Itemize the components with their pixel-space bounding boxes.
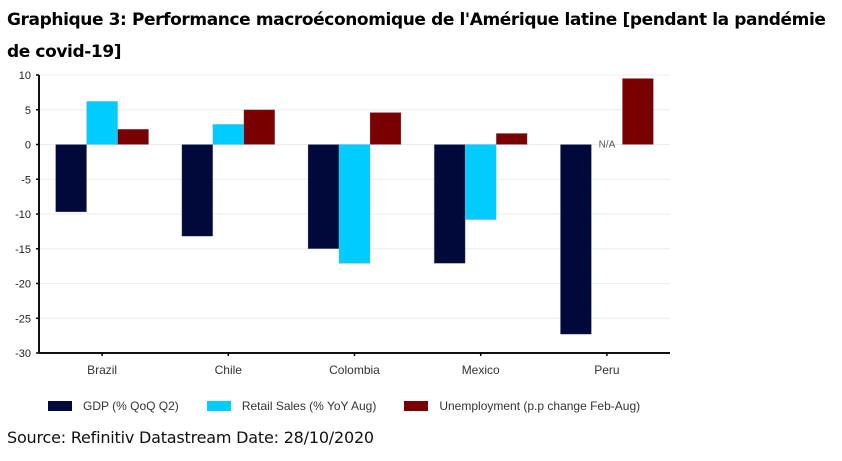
y-tick-label: -15 xyxy=(15,244,31,256)
legend-label-retail-sales: Retail Sales (% YoY Aug) xyxy=(241,399,377,413)
x-category-label: Peru xyxy=(594,363,619,377)
bar-unemployment-colombia xyxy=(369,112,402,145)
source-note: Source: Refinitiv Datastream Date: 28/10… xyxy=(7,428,374,447)
y-tick-label: 5 xyxy=(25,105,31,117)
y-tick-label: -25 xyxy=(15,313,31,325)
x-category-label: Colombia xyxy=(329,363,380,377)
legend-label-unemployment: Unemployment (p.p change Feb-Aug) xyxy=(439,399,641,413)
chart-title: Graphique 3: Performance macroéconomique… xyxy=(7,10,826,62)
bar-unemployment-mexico xyxy=(495,133,528,145)
y-tick-label: 0 xyxy=(25,140,31,152)
y-tick-label: -10 xyxy=(15,209,31,221)
bar-retail-mexico xyxy=(464,144,497,220)
bar-gdp-chile xyxy=(181,144,214,237)
na-annotation: N/A xyxy=(599,140,616,151)
bar-gdp-mexico xyxy=(433,144,466,264)
bar-gdp-peru xyxy=(560,144,592,335)
bar-unemployment-peru xyxy=(622,78,654,145)
chart-legend: GDP (% QoQ Q2) Retail Sales (% YoY Aug) … xyxy=(48,399,668,413)
bar-gdp-colombia xyxy=(307,144,340,250)
legend-item-unemployment: Unemployment (p.p change Feb-Aug) xyxy=(404,399,640,413)
y-tick-label: -20 xyxy=(15,279,31,291)
legend-item-retail-sales: Retail Sales (% YoY Aug) xyxy=(206,399,377,413)
legend-label-gdp: GDP (% QoQ Q2) xyxy=(83,399,179,413)
bar-retail-brazil xyxy=(86,101,118,145)
y-tick-label: -30 xyxy=(15,348,31,360)
legend-swatch-unemployment xyxy=(404,401,429,411)
bar-retail-chile xyxy=(212,124,245,145)
bar-unemployment-chile xyxy=(243,109,276,145)
bar-retail-colombia xyxy=(338,144,371,264)
x-category-label: Chile xyxy=(215,363,243,377)
x-category-label: Brazil xyxy=(87,363,117,377)
bar-unemployment-brazil xyxy=(117,128,149,145)
bar-gdp-brazil xyxy=(55,144,87,213)
bar-chart: 10 5 0 -5 -10 -15 -20 -25 -30 Brazil Chile Colombia… xyxy=(15,70,670,377)
legend-swatch-gdp xyxy=(48,401,72,411)
x-category-label: Mexico xyxy=(462,363,500,377)
y-tick-label: 10 xyxy=(19,70,31,82)
legend-swatch-retail-sales xyxy=(206,401,231,411)
legend-item-gdp: GDP (% QoQ Q2) xyxy=(48,399,179,413)
y-tick-label: -5 xyxy=(21,174,31,186)
